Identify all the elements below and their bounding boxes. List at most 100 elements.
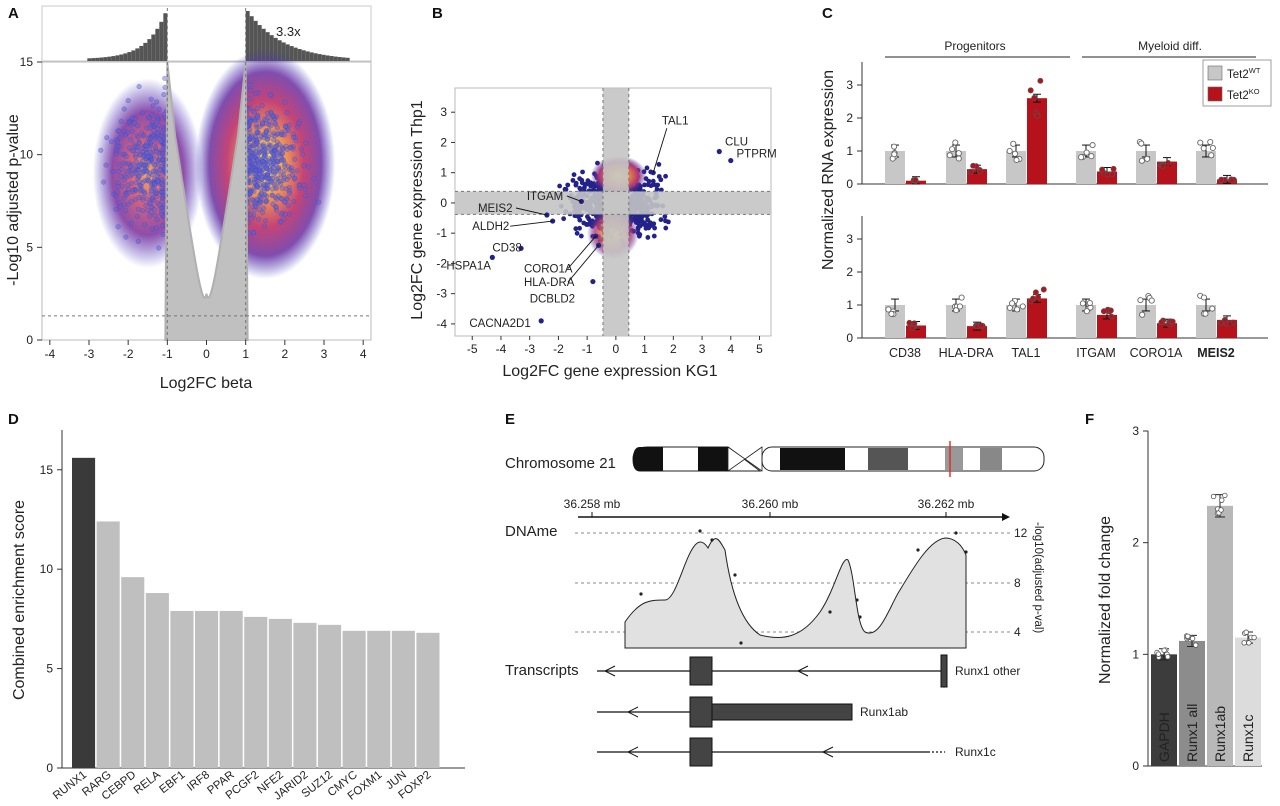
volcano-point xyxy=(114,139,120,145)
volcano-point xyxy=(140,158,146,164)
x-tick-label: -4 xyxy=(44,347,55,361)
x-tick-label: 2 xyxy=(281,347,288,361)
volcano-point xyxy=(132,116,138,122)
category-label: TAL1 xyxy=(1012,346,1041,360)
volcano-point xyxy=(301,163,307,169)
dot-ko xyxy=(1222,317,1228,324)
dot-wt xyxy=(946,152,953,159)
dot-ko xyxy=(976,168,983,175)
legend-wt-name: Tet2 xyxy=(1227,69,1249,81)
category-label: MEIS2 xyxy=(1197,346,1235,360)
dot-wt xyxy=(888,310,895,317)
volcano-point xyxy=(249,154,255,160)
gene-label: CLU xyxy=(725,136,748,148)
dot-wt xyxy=(1207,138,1214,146)
panel-label-c: C xyxy=(822,5,833,22)
volcano-point xyxy=(154,216,160,223)
volcano-point xyxy=(115,180,121,186)
volcano-point xyxy=(136,163,142,169)
group-myeloid: Myeloid diff. xyxy=(1138,39,1202,53)
volcano-point xyxy=(267,92,273,98)
dot-wt xyxy=(891,151,898,158)
nonsignificant-base xyxy=(167,315,246,340)
volcano-point xyxy=(113,193,119,199)
volcano-point xyxy=(135,238,141,245)
dot-ko xyxy=(1031,94,1038,101)
volcano-point xyxy=(115,224,121,230)
y-tick-label: -4 xyxy=(436,317,447,331)
legend-wt-sup: WT xyxy=(1249,66,1261,75)
histogram-bar xyxy=(261,28,266,61)
y-tick-label: 1 xyxy=(846,298,853,312)
volcano-point xyxy=(290,134,297,141)
volcano-point xyxy=(155,118,161,124)
volcano-point xyxy=(144,196,150,202)
histogram-bar xyxy=(273,37,278,61)
scatter-point xyxy=(571,172,577,178)
replicate-dot xyxy=(1219,497,1225,503)
volcano-point xyxy=(279,150,286,156)
enrichment-bar xyxy=(195,610,219,768)
gene-point xyxy=(590,278,596,285)
bar-ko xyxy=(1027,98,1047,184)
volcano-point xyxy=(149,226,155,232)
histogram-bar xyxy=(285,44,290,61)
y-tick-label: 0 xyxy=(846,331,853,345)
histogram-bar xyxy=(325,55,330,61)
volcano-point xyxy=(259,102,265,109)
volcano-point xyxy=(254,183,261,189)
volcano-point xyxy=(263,117,269,123)
dot-ko xyxy=(909,325,916,332)
histogram-bar xyxy=(341,57,346,61)
histogram-bar xyxy=(309,52,314,61)
volcano-point xyxy=(261,135,267,141)
dot-wt xyxy=(956,303,963,310)
volcano-point xyxy=(147,213,153,219)
volcano-point xyxy=(130,148,136,154)
svg-text:Tet2WT: Tet2WT xyxy=(1227,66,1261,81)
volcano-point xyxy=(270,180,276,186)
volcano-point xyxy=(104,135,110,141)
volcano-point xyxy=(154,125,161,132)
volcano-point xyxy=(116,128,122,134)
y-tick-label: 0 xyxy=(26,333,33,347)
dot-wt xyxy=(1013,156,1020,164)
volcano-point xyxy=(282,99,288,105)
volcano-point xyxy=(114,147,120,153)
x-tick-label: -3 xyxy=(524,342,535,356)
y-tick-label: 3 xyxy=(440,105,447,119)
volcano-point xyxy=(153,148,159,154)
transcript-label-c: Runx1c xyxy=(955,745,996,759)
volcano-point xyxy=(251,109,257,115)
volcano-point xyxy=(121,128,127,134)
enrichment-bar xyxy=(219,610,243,768)
gene-point xyxy=(550,218,556,224)
volcano-point xyxy=(148,188,154,194)
volcano-point xyxy=(258,195,264,202)
scatter-point xyxy=(658,217,664,223)
legend-ko-sup: KO xyxy=(1249,87,1260,96)
scatter-point xyxy=(662,214,668,219)
volcano-point xyxy=(135,168,141,174)
volcano-point xyxy=(301,182,307,188)
histogram-bar xyxy=(277,40,282,61)
volcano-point xyxy=(285,127,292,134)
scatter-point xyxy=(573,182,579,188)
gene-leader xyxy=(566,195,582,202)
scatter-point xyxy=(644,165,650,171)
dot-wt xyxy=(1078,154,1085,161)
volcano-point xyxy=(259,120,265,126)
volcano-point xyxy=(260,159,266,165)
volcano-point xyxy=(134,213,141,220)
volcano-point xyxy=(256,149,262,155)
transcript-runx1-other: Runx1 other xyxy=(597,654,1020,688)
x-tick-label: 1 xyxy=(641,342,648,356)
dot-wt xyxy=(1019,303,1026,310)
dot-wt xyxy=(1209,305,1216,312)
group-progenitors: Progenitors xyxy=(944,39,1005,53)
y-tick-label: 1 xyxy=(1132,647,1139,661)
volcano-point xyxy=(286,174,292,180)
volcano-point xyxy=(152,181,158,187)
x-tick-label: -2 xyxy=(123,347,134,361)
x-tick-label: -4 xyxy=(496,342,507,356)
